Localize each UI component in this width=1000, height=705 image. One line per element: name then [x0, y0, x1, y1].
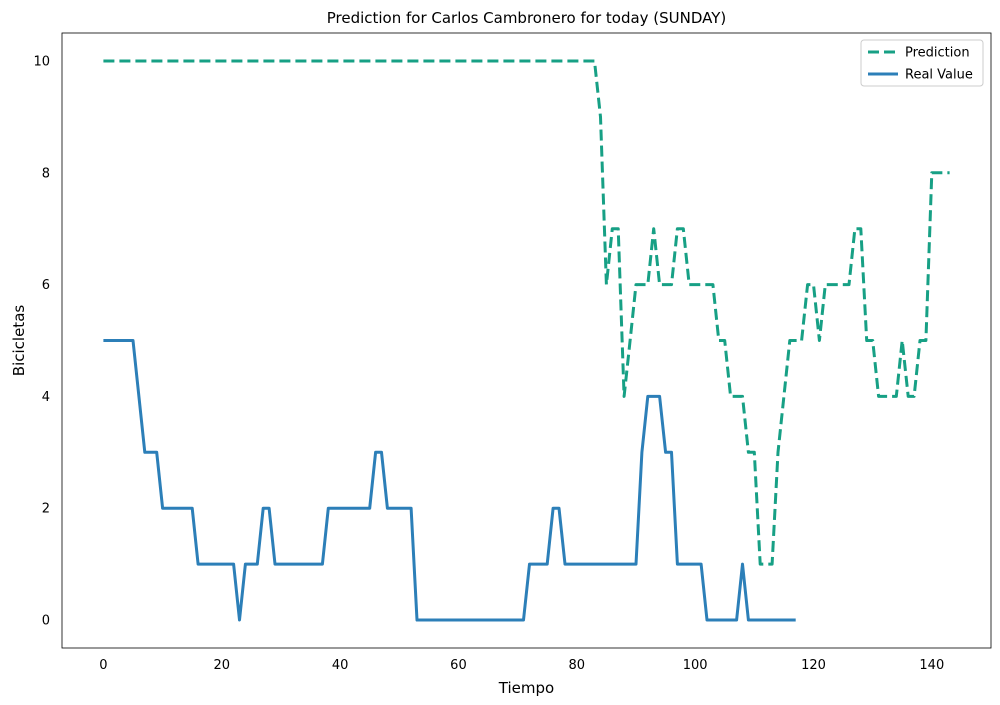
x-tick-label: 60 [450, 658, 467, 673]
x-tick-label: 0 [99, 658, 107, 673]
y-tick-label: 8 [42, 166, 50, 181]
legend-label-real-value: Real Value [905, 68, 973, 83]
series-line-real-value [103, 339, 796, 622]
y-tick-label: 0 [42, 614, 50, 629]
y-tick-label: 6 [42, 278, 50, 293]
legend: Prediction Real Value [860, 39, 984, 87]
x-tick-label: 120 [801, 658, 826, 673]
y-axis-ticks: 0 2 4 6 8 10 [33, 54, 50, 628]
legend-label-prediction: Prediction [905, 46, 970, 61]
y-tick-label: 10 [33, 54, 50, 69]
x-axis-label: Tiempo [498, 679, 554, 697]
chart-title: Prediction for Carlos Cambronero for tod… [327, 9, 727, 27]
y-tick-label: 2 [42, 502, 50, 517]
x-tick-label: 80 [569, 658, 586, 673]
plot-area-frame [61, 32, 992, 649]
series-layer [103, 59, 950, 622]
x-axis-ticks: 0 20 40 60 80 100 120 140 [99, 658, 944, 673]
series-line-prediction [103, 59, 950, 566]
x-tick-label: 40 [332, 658, 349, 673]
y-axis-label: Bicicletas [10, 305, 28, 377]
x-tick-label: 140 [919, 658, 944, 673]
x-tick-label: 20 [213, 658, 230, 673]
x-tick-label: 100 [683, 658, 708, 673]
y-tick-label: 4 [42, 390, 50, 405]
